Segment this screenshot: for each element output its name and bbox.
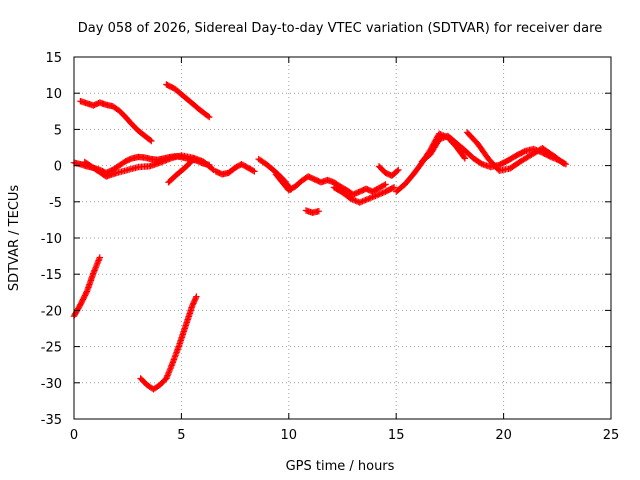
y-tick-label: -10 (41, 232, 62, 247)
x-tick-labels: 0 5 10 15 20 25 (70, 428, 619, 443)
data-point (560, 160, 567, 167)
y-tick-labels: -35 -30 -25 -20 -15 -10 -5 0 5 10 15 (41, 51, 62, 428)
data-point (92, 264, 99, 271)
data-point (251, 168, 258, 175)
y-tick-label: -25 (41, 341, 62, 356)
y-tick-label: 10 (45, 87, 62, 102)
data-point (190, 156, 197, 163)
series-seg-8 (272, 171, 389, 198)
series-seg-2 (163, 81, 213, 121)
data-point (147, 136, 154, 144)
data-point (390, 184, 398, 191)
series-seg-10 (330, 184, 398, 206)
data-point (381, 181, 388, 189)
data-point (209, 165, 216, 173)
data-point (394, 167, 401, 175)
series-seg-9 (302, 207, 323, 216)
data-point (395, 166, 402, 174)
data-point (382, 181, 389, 188)
series-seg-15 (70, 254, 103, 320)
x-tick-label: 20 (495, 428, 512, 443)
x-tick-label: 25 (603, 428, 620, 443)
y-axis-label: SDTVAR / TECUs (7, 185, 22, 292)
data-point (460, 154, 468, 161)
series-seg-16 (137, 293, 200, 393)
data-point (148, 137, 155, 145)
data-point (204, 113, 212, 120)
data-point (315, 208, 323, 215)
data-point (191, 155, 198, 162)
axis-ticks (73, 56, 612, 420)
data-point (96, 255, 103, 263)
data-point (96, 254, 103, 261)
data-point (559, 159, 566, 166)
series-seg-5 (165, 155, 198, 186)
x-tick-label: 5 (177, 428, 185, 443)
x-tick-label: 15 (388, 428, 405, 443)
x-tick-label: 10 (281, 428, 298, 443)
data-point (461, 155, 469, 162)
chart-title: Day 058 of 2026, Sidereal Day-to-day VTE… (78, 21, 602, 36)
data-points (70, 81, 570, 393)
series-seg-6 (212, 161, 258, 178)
y-tick-label: 0 (54, 160, 62, 175)
series-seg-1 (77, 98, 155, 145)
data-point (249, 167, 257, 174)
data-point (206, 113, 213, 121)
y-tick-label: -15 (41, 268, 62, 283)
y-tick-label: -5 (49, 196, 62, 211)
y-tick-label: -35 (41, 413, 62, 428)
y-tick-label: -30 (41, 377, 62, 392)
y-tick-label: 15 (45, 51, 62, 66)
series-seg-14 (463, 129, 567, 174)
y-tick-label: -20 (41, 304, 62, 319)
series-seg-4 (81, 152, 217, 180)
x-axis-label: GPS time / hours (286, 459, 395, 474)
series-seg-11 (375, 163, 402, 179)
x-tick-label: 0 (70, 428, 78, 443)
y-tick-label: 5 (54, 123, 62, 138)
grid-lines (74, 57, 611, 419)
data-point (193, 293, 200, 300)
